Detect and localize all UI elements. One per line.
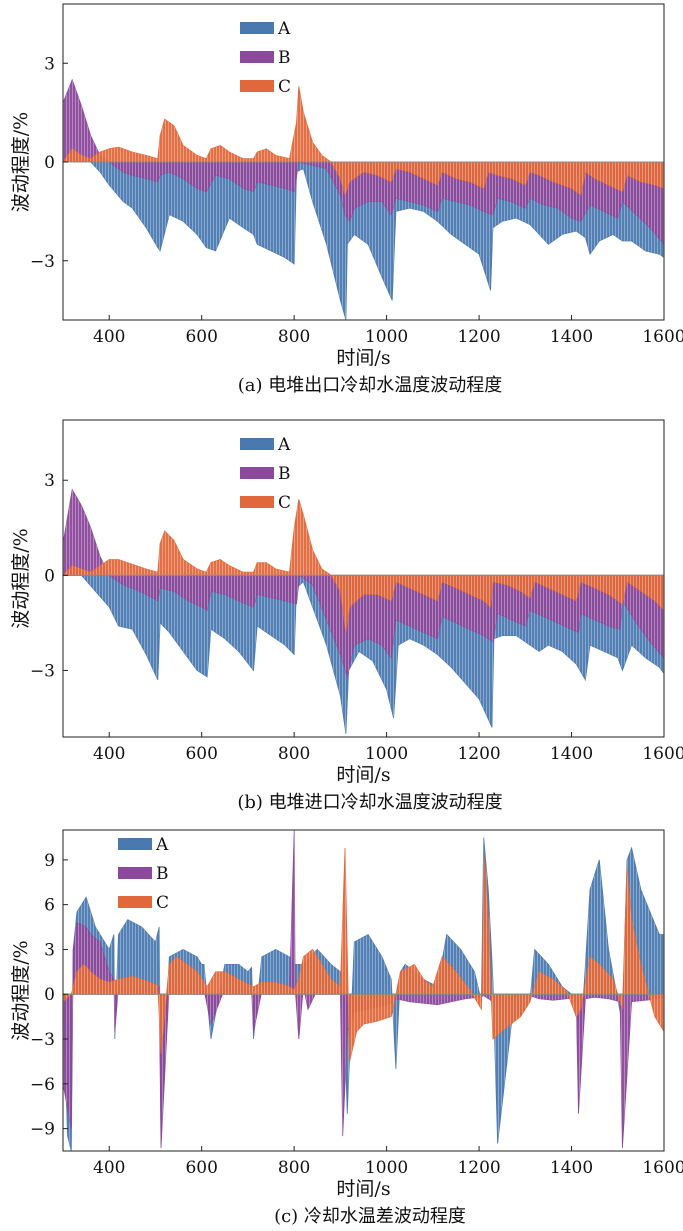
x-tick-label: 1000 (365, 744, 408, 764)
y-tick-label: 9 (44, 851, 55, 871)
x-tick-label: 1600 (642, 327, 683, 347)
x-tick-label: 1000 (365, 327, 408, 347)
x-tick-label: 1400 (550, 744, 593, 764)
legend-label-C: C (278, 493, 291, 513)
legend-label-A: A (277, 19, 291, 39)
chart-panel-c: 400 600 800 1000 1200 1400 1600 9 6 3 0 −3 −6 −9 A B … (10, 829, 683, 1227)
x-tick-label: 800 (278, 744, 310, 764)
series-C-hatch (63, 86, 664, 195)
y-tick-label: 0 (44, 566, 55, 586)
x-tick-label: 1600 (642, 1158, 683, 1178)
x-tick-label: 800 (278, 327, 310, 347)
legend: A B C (118, 835, 169, 913)
legend-swatch-B (240, 51, 274, 63)
y-axis-label: 波动程度/% (10, 940, 32, 1040)
legend-swatch-A (240, 438, 274, 450)
legend-swatch-C (240, 496, 274, 508)
chart-caption: (a) 电堆出口冷却水温度波动程度 (238, 375, 503, 396)
legend-label-B: B (278, 464, 291, 484)
y-tick-label: 3 (44, 940, 55, 960)
plot-frame (62, 419, 665, 738)
x-tick-label: 400 (93, 327, 125, 347)
y-tick-label: 0 (44, 985, 55, 1005)
x-tick-label: 1400 (550, 327, 593, 347)
y-tick-label: 3 (44, 471, 55, 491)
y-tick-label: 3 (44, 54, 55, 74)
legend-label-B: B (156, 864, 169, 884)
y-tick-label: 6 (44, 896, 55, 916)
y-axis-label: 波动程度/% (10, 528, 32, 628)
legend-swatch-C (118, 896, 152, 908)
chart-caption: (b) 电堆进口冷却水温度波动程度 (237, 792, 502, 813)
legend: A B C (240, 19, 291, 97)
legend-label-A: A (277, 435, 291, 455)
x-tick-label: 1200 (457, 744, 500, 764)
x-tick-label: 1000 (365, 1158, 408, 1178)
legend-label-A: A (155, 835, 169, 855)
legend: A B C (240, 435, 291, 513)
y-tick-label: −9 (30, 1120, 55, 1140)
x-tick-label: 1200 (457, 1158, 500, 1178)
y-tick-label: −3 (30, 252, 55, 272)
chart-caption: (c) 冷却水温差波动程度 (274, 1206, 466, 1227)
chart-panel-a: 400 600 800 1000 1200 1400 1600 3 0 −3 A B C 时间/s… (10, 3, 683, 396)
x-tick-label: 1600 (642, 744, 683, 764)
x-axis-label: 时间/s (336, 764, 390, 786)
legend-swatch-B (118, 867, 152, 879)
y-tick-label: −6 (30, 1075, 55, 1095)
x-tick-label: 1400 (550, 1158, 593, 1178)
chart-panel-b: 400 600 800 1000 1200 1400 1600 3 0 −3 A B C 时间/s… (10, 419, 683, 813)
y-tick-label: −3 (30, 661, 55, 681)
x-axis-label: 时间/s (336, 1178, 390, 1200)
series-C-hatch (63, 499, 664, 633)
y-tick-label: 0 (44, 153, 55, 173)
x-tick-label: 400 (93, 744, 125, 764)
x-axis-label: 时间/s (336, 347, 390, 369)
legend-label-C: C (156, 893, 169, 913)
series-C-hatch (63, 847, 664, 1062)
x-tick-label: 400 (93, 1158, 125, 1178)
x-tick-label: 800 (278, 1158, 310, 1178)
legend-label-C: C (278, 77, 291, 97)
y-tick-label: −3 (30, 1030, 55, 1050)
y-axis-label: 波动程度/% (10, 112, 32, 212)
legend-swatch-B (240, 467, 274, 479)
legend-swatch-A (118, 838, 152, 850)
plot-frame (62, 829, 665, 1152)
x-tick-label: 600 (185, 744, 217, 764)
x-tick-label: 1200 (457, 327, 500, 347)
legend-label-B: B (278, 48, 291, 68)
x-tick-label: 600 (185, 327, 217, 347)
legend-swatch-C (240, 80, 274, 92)
legend-swatch-A (240, 22, 274, 34)
x-tick-label: 600 (185, 1158, 217, 1178)
